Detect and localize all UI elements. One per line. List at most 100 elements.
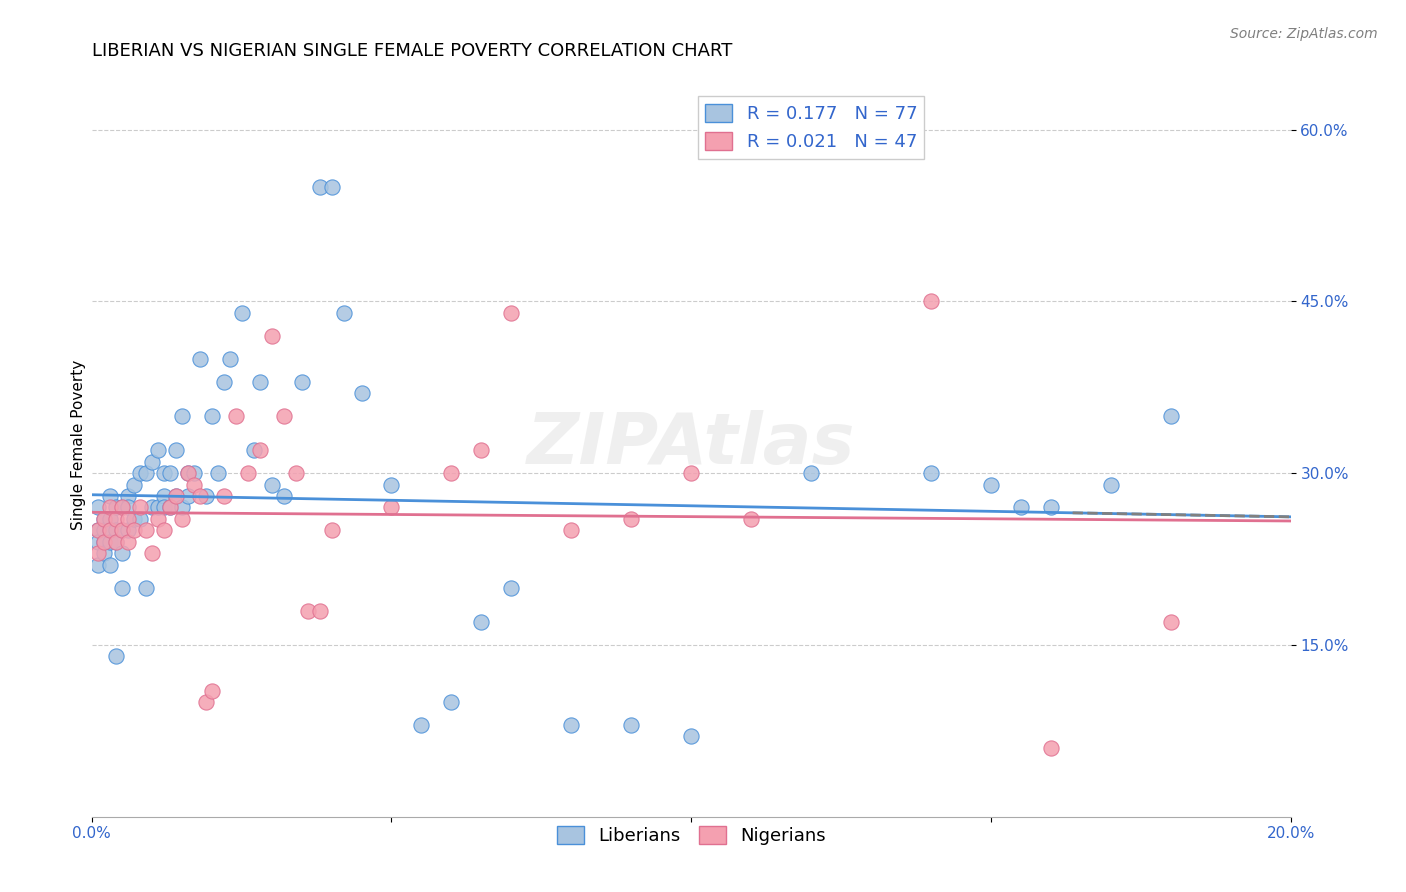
Y-axis label: Single Female Poverty: Single Female Poverty bbox=[72, 359, 86, 530]
Liberians bbox=[1160, 409, 1182, 423]
Nigerians bbox=[236, 466, 259, 480]
Liberians bbox=[183, 466, 205, 480]
Nigerians bbox=[740, 512, 762, 526]
Liberians bbox=[87, 524, 110, 538]
Liberians bbox=[1099, 477, 1122, 491]
Liberians bbox=[290, 375, 312, 389]
Liberians bbox=[321, 180, 343, 194]
Liberians bbox=[212, 375, 235, 389]
Nigerians bbox=[117, 512, 139, 526]
Nigerians bbox=[93, 512, 115, 526]
Liberians bbox=[194, 489, 217, 503]
Liberians bbox=[411, 718, 433, 732]
Nigerians bbox=[1039, 740, 1062, 755]
Liberians bbox=[98, 558, 121, 572]
Liberians bbox=[117, 489, 139, 503]
Liberians bbox=[249, 375, 271, 389]
Nigerians bbox=[284, 466, 307, 480]
Nigerians bbox=[920, 294, 942, 309]
Liberians bbox=[201, 409, 224, 423]
Liberians bbox=[560, 718, 582, 732]
Nigerians bbox=[141, 546, 163, 560]
Nigerians bbox=[297, 603, 319, 617]
Nigerians bbox=[176, 466, 198, 480]
Liberians bbox=[111, 500, 134, 515]
Liberians bbox=[98, 489, 121, 503]
Nigerians bbox=[321, 524, 343, 538]
Legend: R = 0.177   N = 77, R = 0.021   N = 47: R = 0.177 N = 77, R = 0.021 N = 47 bbox=[697, 96, 924, 159]
Liberians bbox=[93, 512, 115, 526]
Liberians bbox=[681, 730, 703, 744]
Nigerians bbox=[681, 466, 703, 480]
Liberians bbox=[146, 500, 169, 515]
Nigerians bbox=[308, 603, 330, 617]
Nigerians bbox=[146, 512, 169, 526]
Nigerians bbox=[122, 524, 145, 538]
Liberians bbox=[117, 524, 139, 538]
Liberians bbox=[159, 500, 181, 515]
Nigerians bbox=[1160, 615, 1182, 629]
Liberians bbox=[87, 534, 110, 549]
Liberians bbox=[122, 477, 145, 491]
Nigerians bbox=[188, 489, 211, 503]
Liberians bbox=[176, 489, 198, 503]
Liberians bbox=[111, 546, 134, 560]
Nigerians bbox=[470, 443, 492, 458]
Liberians bbox=[440, 695, 463, 709]
Nigerians bbox=[194, 695, 217, 709]
Nigerians bbox=[111, 500, 134, 515]
Liberians bbox=[620, 718, 643, 732]
Liberians bbox=[218, 351, 240, 366]
Liberians bbox=[501, 581, 523, 595]
Nigerians bbox=[104, 534, 127, 549]
Liberians bbox=[231, 306, 253, 320]
Liberians bbox=[188, 351, 211, 366]
Nigerians bbox=[98, 500, 121, 515]
Liberians bbox=[380, 477, 402, 491]
Nigerians bbox=[165, 489, 187, 503]
Liberians bbox=[170, 409, 193, 423]
Nigerians bbox=[273, 409, 295, 423]
Liberians bbox=[152, 489, 174, 503]
Nigerians bbox=[212, 489, 235, 503]
Liberians bbox=[332, 306, 354, 320]
Liberians bbox=[980, 477, 1002, 491]
Liberians bbox=[165, 443, 187, 458]
Nigerians bbox=[93, 534, 115, 549]
Nigerians bbox=[225, 409, 247, 423]
Nigerians bbox=[87, 524, 110, 538]
Nigerians bbox=[111, 524, 134, 538]
Nigerians bbox=[440, 466, 463, 480]
Liberians bbox=[260, 477, 283, 491]
Liberians bbox=[152, 500, 174, 515]
Nigerians bbox=[620, 512, 643, 526]
Liberians bbox=[111, 524, 134, 538]
Liberians bbox=[111, 581, 134, 595]
Text: ZIPAtlas: ZIPAtlas bbox=[527, 410, 855, 479]
Liberians bbox=[170, 500, 193, 515]
Liberians bbox=[93, 524, 115, 538]
Liberians bbox=[93, 546, 115, 560]
Liberians bbox=[104, 534, 127, 549]
Liberians bbox=[176, 466, 198, 480]
Liberians bbox=[242, 443, 264, 458]
Liberians bbox=[104, 524, 127, 538]
Nigerians bbox=[560, 524, 582, 538]
Liberians bbox=[128, 466, 150, 480]
Liberians bbox=[117, 500, 139, 515]
Liberians bbox=[470, 615, 492, 629]
Nigerians bbox=[128, 500, 150, 515]
Liberians bbox=[135, 581, 157, 595]
Nigerians bbox=[249, 443, 271, 458]
Liberians bbox=[104, 649, 127, 664]
Nigerians bbox=[98, 524, 121, 538]
Nigerians bbox=[260, 328, 283, 343]
Liberians bbox=[800, 466, 823, 480]
Text: Source: ZipAtlas.com: Source: ZipAtlas.com bbox=[1230, 27, 1378, 41]
Liberians bbox=[141, 500, 163, 515]
Nigerians bbox=[87, 546, 110, 560]
Liberians bbox=[93, 534, 115, 549]
Nigerians bbox=[183, 477, 205, 491]
Liberians bbox=[128, 512, 150, 526]
Nigerians bbox=[135, 524, 157, 538]
